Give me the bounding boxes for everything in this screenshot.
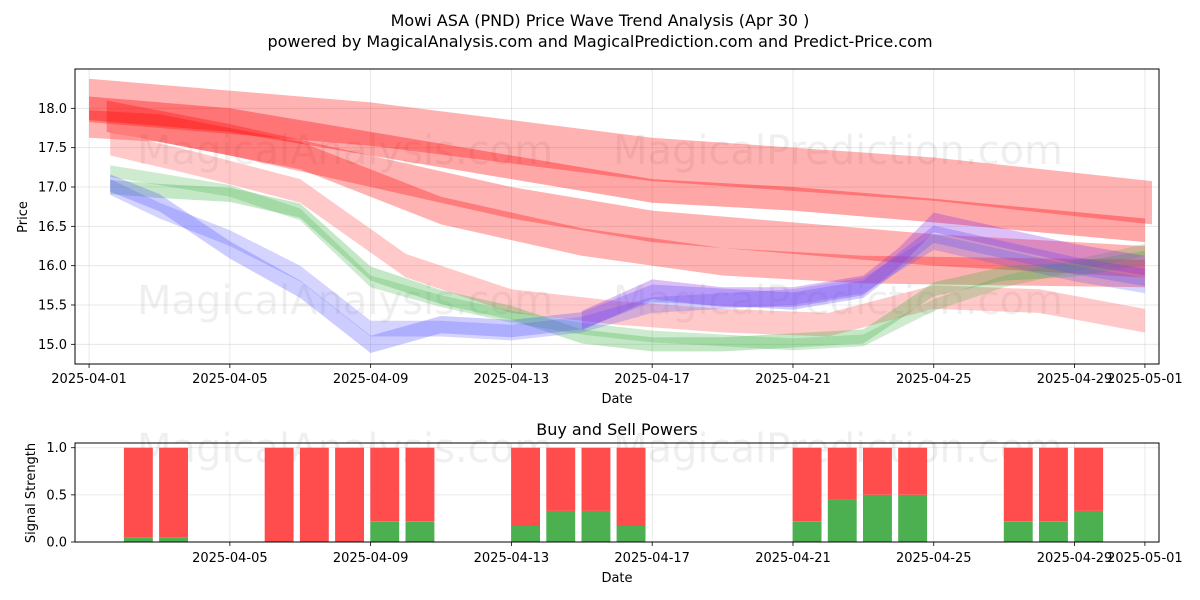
price-band-green-band-1 [110, 179, 1145, 352]
price-y-tick-label: 17.5 [38, 141, 67, 156]
sell-bar [1039, 447, 1068, 522]
sell-bar [123, 447, 153, 538]
signal-x-tick-label: 2025-05-01 [1107, 551, 1183, 566]
price-x-tick-label: 2025-04-29 [1037, 372, 1113, 387]
buy-bar [405, 521, 435, 542]
price-series [89, 78, 1153, 353]
price-y-axis-label: Price [16, 201, 31, 233]
price-band-red-band-1 [89, 78, 1153, 225]
price-watermarks: MagicalAnalysis.com MagicalPrediction.co… [137, 128, 1063, 324]
signal-chart-title: Buy and Sell Powers [536, 420, 698, 439]
signal-x-tick-label: 2025-04-17 [614, 551, 690, 566]
sell-bar [299, 447, 329, 542]
signal-bars [123, 447, 1104, 542]
buy-bar [1074, 510, 1104, 542]
price-band-blue-band-2 [110, 179, 1145, 341]
buy-bar [511, 526, 540, 542]
sell-bar [898, 447, 928, 495]
watermark-analysis-2: MagicalAnalysis.com [137, 278, 553, 324]
price-y-tick-label: 15.0 [38, 338, 67, 353]
price-band-red-band-4 [106, 100, 1145, 278]
price-y-tick-label: 15.5 [38, 299, 67, 314]
price-x-tick-label: 2025-05-01 [1107, 372, 1183, 387]
signal-y-tick-label: 0.0 [46, 536, 67, 551]
signal-x-axis-label: Date [601, 571, 632, 586]
buy-bar [898, 494, 928, 542]
signal-x-tick-label: 2025-04-13 [474, 551, 550, 566]
signal-y-tick-label: 1.0 [46, 441, 67, 456]
signal-x-ticks: 2025-04-05 2025-04-09 2025-04-13 2025-04-17… [192, 542, 1183, 566]
sell-bar [546, 447, 576, 511]
sell-bar [405, 447, 435, 522]
price-x-tick-label: 2025-04-13 [474, 372, 550, 387]
price-band-red-band-2 [89, 96, 1145, 243]
sell-bar [863, 447, 892, 495]
price-x-tick-label: 2025-04-09 [333, 372, 409, 387]
chart-subtitle: powered by MagicalAnalysis.com and Magic… [267, 32, 932, 51]
price-grid [75, 69, 1159, 364]
price-plot-frame [74, 68, 1160, 365]
price-y-tick-label: 17.0 [38, 181, 67, 196]
price-y-tick-label: 16.5 [38, 220, 67, 235]
price-x-ticks: 2025-04-01 2025-04-05 2025-04-09 2025-04-13… [51, 364, 1183, 387]
sell-bar [616, 447, 646, 526]
sell-bar [1074, 447, 1104, 511]
price-y-tick-label: 16.0 [38, 259, 67, 274]
watermark-prediction: MagicalPrediction.com [613, 128, 1063, 174]
price-x-tick-label: 2025-04-05 [192, 372, 268, 387]
sell-bar [264, 447, 294, 542]
watermark-prediction-2: MagicalPrediction.com [613, 278, 1063, 324]
price-x-tick-label: 2025-04-21 [755, 372, 831, 387]
sell-bar [1003, 447, 1033, 522]
price-x-tick-label: 2025-04-01 [51, 372, 127, 387]
price-plot-area [75, 69, 1159, 364]
sell-bar [827, 447, 857, 500]
sell-bar [792, 447, 822, 522]
buy-bar [546, 510, 576, 542]
price-band-green-band-2 [110, 165, 1145, 351]
signal-chart: Buy and Sell Powers MagicalAnalysis.com … [24, 420, 1183, 586]
chart-title: Mowi ASA (PND) Price Wave Trend Analysis… [391, 11, 810, 30]
price-x-tick-label: 2025-04-25 [896, 372, 972, 387]
signal-y-axis-label: Signal Strength [24, 443, 39, 543]
price-band-red-band-3 [89, 110, 1145, 288]
buy-bar [1003, 521, 1033, 542]
price-y-ticks: 15.0 15.5 16.0 16.5 17.0 17.5 18.0 [38, 102, 75, 353]
buy-bar [581, 510, 611, 542]
buy-bar [616, 526, 646, 542]
signal-x-tick-label: 2025-04-09 [333, 551, 409, 566]
price-x-tick-label: 2025-04-17 [614, 372, 690, 387]
signal-plot-frame [74, 442, 1160, 543]
signal-x-tick-label: 2025-04-25 [896, 551, 972, 566]
buy-bar [863, 494, 892, 542]
buy-bar [370, 521, 400, 542]
buy-bar [159, 537, 188, 542]
signal-x-tick-label: 2025-04-05 [192, 551, 268, 566]
buy-bar [792, 521, 822, 542]
signal-x-tick-label: 2025-04-29 [1037, 551, 1113, 566]
signal-y-tick-label: 0.5 [46, 488, 67, 503]
buy-bar [1039, 521, 1068, 542]
sell-bar [370, 447, 400, 522]
price-y-tick-label: 18.0 [38, 102, 67, 117]
sell-bar [581, 447, 611, 511]
price-x-axis-label: Date [601, 392, 632, 407]
signal-x-tick-label: 2025-04-21 [755, 551, 831, 566]
sell-bar [335, 447, 364, 542]
sell-bar [159, 447, 188, 538]
buy-bar [123, 537, 153, 542]
price-band-purple-band [581, 212, 1145, 331]
price-chart: MagicalAnalysis.com MagicalPrediction.co… [16, 68, 1183, 407]
signal-y-ticks: 0.0 0.5 1.0 [46, 441, 75, 551]
buy-bar [827, 499, 857, 542]
sell-bar [511, 447, 540, 526]
watermark-analysis: MagicalAnalysis.com [137, 128, 553, 174]
